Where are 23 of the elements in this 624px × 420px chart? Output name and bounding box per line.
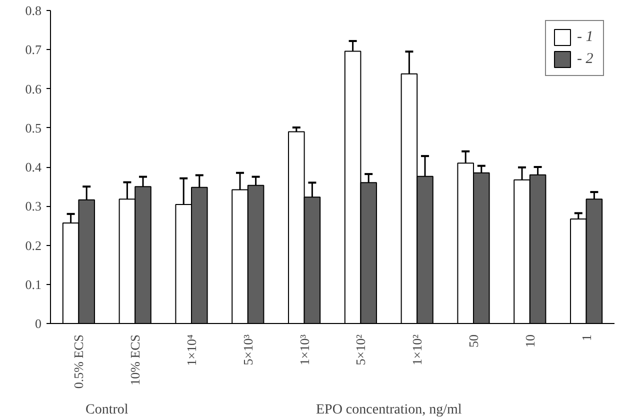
x-tick-label: 10% ECS bbox=[128, 334, 143, 386]
x-tick-label: 1 bbox=[578, 334, 594, 341]
x-tick-label: 5×10² bbox=[353, 334, 368, 366]
x-tick-label: 1×10⁴ bbox=[184, 334, 199, 366]
y-tick-label: 0.1 bbox=[25, 276, 42, 292]
x-tick-label: 50 bbox=[466, 334, 481, 348]
legend-label: - 2 bbox=[577, 50, 594, 68]
y-tick-label: 0.6 bbox=[25, 81, 42, 96]
y-tick-label: 0.7 bbox=[25, 42, 42, 58]
x-tick-label: 1×10³ bbox=[296, 334, 312, 366]
legend-label: - 1 bbox=[577, 28, 594, 46]
y-tick-label: 0.2 bbox=[25, 238, 42, 253]
x-tick-label: 5×10³ bbox=[240, 334, 256, 366]
x-tick-label: 0.5% ECS bbox=[71, 334, 86, 389]
x-tick-label: 1×10² bbox=[410, 334, 425, 366]
y-tick-label: 0.5 bbox=[25, 120, 42, 136]
y-tick-label: 0.3 bbox=[25, 198, 42, 214]
y-tick-label: 0.8 bbox=[25, 3, 42, 18]
text: EPO concentration, ng/ml bbox=[316, 402, 462, 418]
y-tick-label: 0 bbox=[35, 316, 42, 331]
x-tick-label: 10 bbox=[522, 334, 538, 348]
text: Control bbox=[86, 402, 128, 418]
y-tick-label: 0.4 bbox=[25, 160, 42, 174]
